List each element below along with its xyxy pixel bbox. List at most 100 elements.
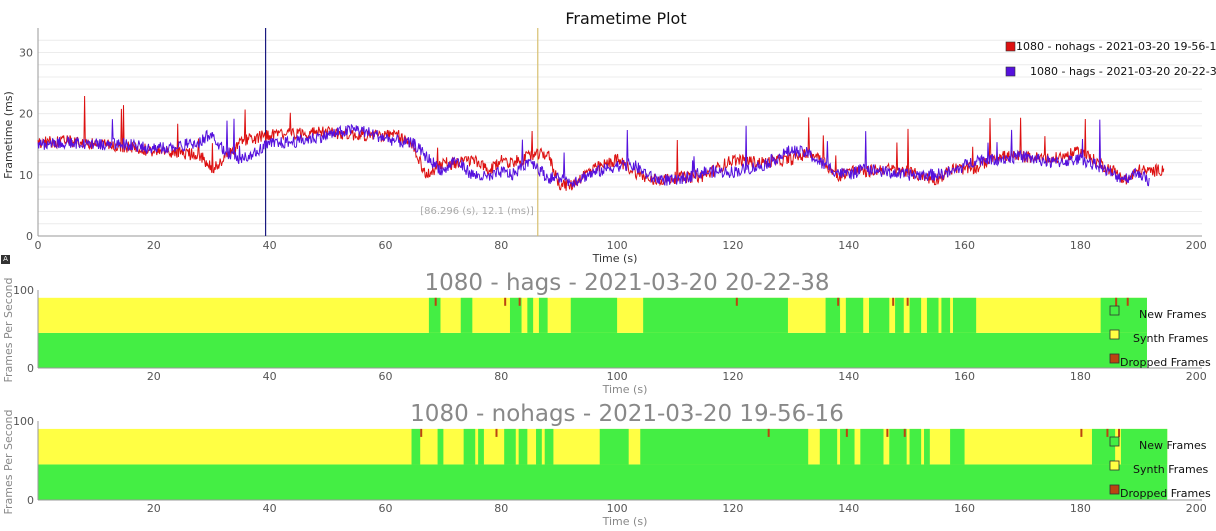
- nohags-fps-native-interval: [819, 428, 838, 465]
- hags-fps-legend-swatch: [1109, 329, 1120, 340]
- hags-fps-dropped-frame-mark: [892, 297, 895, 306]
- hags-fps-native-interval: [952, 297, 977, 333]
- nohags-fps-x-tick-label: 160: [954, 502, 975, 515]
- hags-fps-x-tick-label: 120: [722, 370, 743, 383]
- nohags-fps-dropped-frame-mark: [886, 428, 889, 437]
- hags-fps-x-tick-label: 20: [147, 370, 161, 383]
- hags-fps-native-interval: [570, 297, 618, 333]
- nohags-fps-dropped-frame-mark: [845, 428, 848, 437]
- nohags-fps-native-interval: [860, 428, 884, 465]
- hags-fps-dropped-frame-mark: [1126, 297, 1129, 306]
- nohags-fps-x-tick-label: 60: [378, 502, 392, 515]
- hags-fps-native-interval: [845, 297, 864, 333]
- hags-fps-chart-title: 1080 - hags - 2021-03-20 20-22-38: [424, 270, 829, 296]
- frametime-y-tick-label: 30: [19, 46, 33, 59]
- frametime-y-tick-label: 0: [26, 230, 33, 243]
- nohags-fps-y-axis-label: Frames Per Second: [2, 409, 15, 514]
- frametime-y-axis-label: Frametime (ms): [2, 91, 15, 179]
- nohags-fps-dropped-frame-mark: [420, 428, 423, 437]
- frametime-grid: [38, 39, 1202, 225]
- frametime-y-tick-label: 20: [19, 108, 33, 121]
- hags-fps-legend-label: Synth Frames: [1133, 332, 1209, 345]
- hags-fps-x-tick-label: 200: [1186, 370, 1207, 383]
- nohags-fps-x-axis-label: Time (s): [602, 515, 648, 528]
- nohags-fps-native-interval: [599, 428, 629, 465]
- hags-fps-x-tick-label: 40: [263, 370, 277, 383]
- hags-fps-dropped-frame-mark: [837, 297, 840, 306]
- nohags-fps-y-tick-label: 100: [13, 415, 34, 428]
- hags-fps-dropped-frame-mark: [518, 297, 521, 306]
- hags-fps-legend-swatch: [1109, 305, 1120, 316]
- hags-fps-native-interval: [869, 297, 890, 333]
- nohags-fps-legend-label: Dropped Frames: [1120, 487, 1211, 500]
- frametime-x-axis-label: Time (s): [592, 252, 638, 265]
- nohags-fps-native-interval: [1120, 428, 1168, 465]
- hags-fps-x-tick-label: 100: [607, 370, 628, 383]
- nohags-fps-y-tick-label: 0: [27, 494, 34, 507]
- hags-fps-chart: 0 100 20 40 60 80 100 120 140 160 180 200 New Frames…: [13, 284, 1211, 383]
- frametime-x-tick-label: 0: [35, 239, 42, 252]
- hags-fps-x-tick-label: 140: [838, 370, 859, 383]
- frametime-x-tick-label: 40: [263, 239, 277, 252]
- frametime-series-line-hags: [37, 118, 1150, 189]
- nohags-fps-native-interval: [518, 428, 528, 465]
- hags-fps-dropped-frame-mark: [906, 297, 909, 306]
- nohags-fps-native-interval: [924, 428, 930, 465]
- frametime-series-line-nohags: [37, 95, 1165, 191]
- frametime-x-tick-label: 20: [147, 239, 161, 252]
- frametime-legend: 1080 - nohags - 2021-03-20 19-56-16 1080 …: [1005, 40, 1216, 78]
- nohags-fps-x-tick-label: 180: [1070, 502, 1091, 515]
- frametime-x-tick-label: 120: [722, 239, 743, 252]
- nohags-fps-native-interval: [840, 428, 855, 465]
- frametime-x-tick-label: 100: [607, 239, 628, 252]
- nohags-fps-dropped-frame-mark: [495, 428, 498, 437]
- hags-fps-native-interval: [941, 297, 951, 333]
- frametime-axes: 0 10 20 30 0 20 40 60 80 100 120 140 160 180 200: [19, 28, 1207, 252]
- nohags-fps-dropped-frame-mark: [1118, 428, 1121, 437]
- nohags-fps-legend-label: Synth Frames: [1133, 463, 1209, 476]
- frametime-x-tick-label: 160: [954, 239, 975, 252]
- hags-fps-native-interval: [527, 297, 534, 333]
- frametime-x-tick-label: 180: [1070, 239, 1091, 252]
- legend-label-nohags: 1080 - nohags - 2021-03-20 19-56-16: [1016, 40, 1216, 53]
- nohags-fps-x-tick-label: 140: [838, 502, 859, 515]
- frametime-y-tick-label: 10: [19, 169, 33, 182]
- nohags-fps-native-interval: [478, 428, 484, 465]
- hags-fps-legend-label: Dropped Frames: [1120, 356, 1211, 369]
- frametime-x-tick-label: 80: [494, 239, 508, 252]
- frametime-series: [37, 95, 1165, 191]
- frametime-x-tick-label: 60: [378, 239, 392, 252]
- nohags-fps-legend-swatch: [1109, 436, 1120, 447]
- hags-fps-x-tick-label: 160: [954, 370, 975, 383]
- frametime-x-tick-label: 200: [1186, 239, 1207, 252]
- nohags-fps-native-interval: [1091, 428, 1116, 465]
- hags-fps-x-axis-label: Time (s): [602, 383, 648, 396]
- panel-tag-icon: A: [1, 255, 10, 264]
- hags-fps-y-tick-label: 0: [27, 362, 34, 375]
- nohags-fps-native-interval: [463, 428, 476, 465]
- nohags-fps-legend-swatch: [1109, 484, 1120, 495]
- nohags-fps-legend-label: New Frames: [1139, 439, 1207, 452]
- hags-fps-x-tick-label: 60: [378, 370, 392, 383]
- nohags-fps-native-interval: [536, 428, 542, 465]
- hags-fps-native-interval: [428, 297, 441, 333]
- frametime-chart-title: Frametime Plot: [565, 9, 686, 28]
- nohags-fps-legend-swatch: [1109, 460, 1120, 471]
- legend-swatch-nohags: [1005, 41, 1016, 52]
- hags-fps-native-interval: [909, 297, 922, 333]
- nohags-fps-chart: 0 100 20 40 60 80 100 120 140 160 180 200 New Frames…: [13, 415, 1211, 515]
- nohags-fps-x-tick-label: 80: [494, 502, 508, 515]
- hags-fps-x-tick-label: 180: [1070, 370, 1091, 383]
- frametime-x-tick-label: 140: [838, 239, 859, 252]
- hags-fps-legend-swatch: [1109, 353, 1120, 364]
- hags-fps-native-interval: [643, 297, 788, 333]
- nohags-fps-x-tick-label: 100: [607, 502, 628, 515]
- hags-fps-y-axis-label: Frames Per Second: [2, 277, 15, 382]
- hags-fps-legend-label: New Frames: [1139, 308, 1207, 321]
- nohags-fps-native-interval: [909, 428, 922, 465]
- nohags-fps-chart-title: 1080 - nohags - 2021-03-20 19-56-16: [410, 401, 844, 427]
- nohags-fps-dropped-frame-mark: [903, 428, 906, 437]
- nohags-fps-x-tick-label: 40: [263, 502, 277, 515]
- hags-fps-native-interval: [538, 297, 548, 333]
- hags-fps-x-tick-label: 80: [494, 370, 508, 383]
